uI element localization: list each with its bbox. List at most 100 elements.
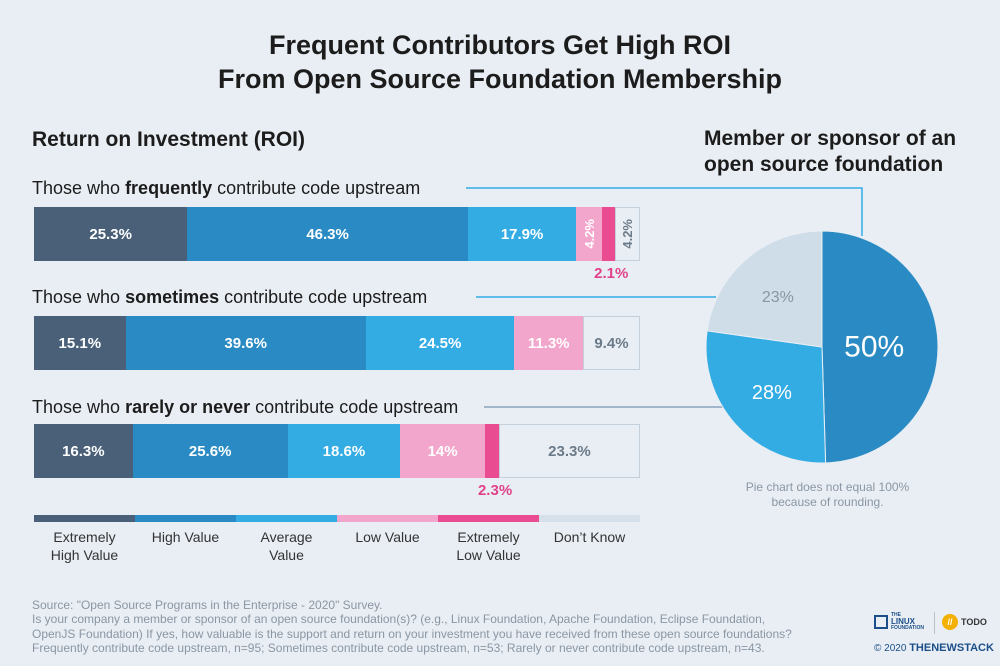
legend-label-line: Low Value xyxy=(456,547,521,563)
pie-title-line2: open source foundation xyxy=(704,153,944,176)
legend-item: Extremely High Value xyxy=(34,515,135,564)
row-label-suffix: contribute code upstream xyxy=(219,287,428,307)
row-label-suffix: contribute code upstream xyxy=(250,397,459,417)
bar-value-label: 39.6% xyxy=(224,334,267,352)
legend-label-line: High Value xyxy=(151,529,220,545)
bar-segment-frequently-2: 17.9% xyxy=(467,207,577,261)
pie-slice-28-label: 28% xyxy=(752,382,792,404)
pie-chart: 50% 28% 23% xyxy=(705,230,939,464)
legend-label-line: Extremely xyxy=(457,529,520,545)
bar-segment-frequently-3: 4.2% xyxy=(576,207,602,261)
bar-segment-frequently-5: 4.2% xyxy=(614,207,640,261)
legend-label-line: High Value xyxy=(50,547,119,563)
legend-swatch xyxy=(34,515,135,522)
bar-rarely: 16.3% 25.6% 18.6% 14% 23.3% xyxy=(34,424,640,478)
legend-item: Low Value xyxy=(337,515,438,546)
linux-foundation-square-icon xyxy=(874,615,888,629)
row-label-suffix: contribute code upstream xyxy=(212,178,421,198)
bar-segment-rarely-5: 23.3% xyxy=(498,424,640,478)
todo-logo-mark: // xyxy=(947,617,953,627)
linux-foundation-logo: THE LINUX FOUNDATION xyxy=(874,612,928,632)
todo-logo-icon: // xyxy=(942,614,958,630)
legend-label-line: Don’t Know xyxy=(553,529,626,545)
pie-slice-50-label: 50% xyxy=(844,331,904,364)
legend-swatch xyxy=(539,515,640,522)
bar-segment-frequently-0: 25.3% xyxy=(34,207,188,261)
logo-separator xyxy=(934,612,935,634)
pie-title-line1: Member or sponsor of an xyxy=(704,127,957,150)
legend-item: High Value xyxy=(135,515,236,546)
bar-value-label: 46.3% xyxy=(306,225,349,243)
footnote-line2: Is your company a member or sponsor of a… xyxy=(32,612,766,627)
bar-value-label: 9.4% xyxy=(594,334,629,352)
pie-note: Pie chart does not equal 100% because of… xyxy=(700,480,955,510)
legend-label-line: Low Value xyxy=(355,529,420,545)
bar-segment-frequently-4 xyxy=(601,207,615,261)
row-label-prefix: Those who xyxy=(32,397,126,417)
roi-section-title: Return on Investment (ROI) xyxy=(32,128,306,151)
bar-segment-rarely-0: 16.3% xyxy=(34,424,133,478)
bar-value-label: 25.6% xyxy=(188,442,232,460)
row-label-frequently: Those who frequently contribute code ups… xyxy=(32,178,420,199)
bar-segment-frequently-1: 46.3% xyxy=(187,207,468,261)
bar-value-label: 14% xyxy=(427,442,458,460)
bar-value-label: 15.1% xyxy=(58,334,102,352)
bar-value-label: 23.3% xyxy=(548,442,591,460)
bar-frequently: 25.3% 46.3% 17.9% 4.2% 4.2% xyxy=(34,207,640,261)
pie-note-line2: because of rounding. xyxy=(771,495,884,509)
bar-value-label-extremely-low: 2.1% xyxy=(594,265,629,282)
footnote-line3: OpenJS Foundation) If yes, how valuable … xyxy=(32,626,792,641)
row-label-rarely: Those who rarely or never contribute cod… xyxy=(32,397,458,418)
legend-swatch xyxy=(337,515,438,522)
legend-label-line: Extremely xyxy=(53,529,116,545)
row-label-emphasis: rarely or never xyxy=(125,397,251,417)
legend-label: Low Value xyxy=(337,528,438,546)
bar-segment-rarely-3: 14% xyxy=(400,424,485,478)
bar-segment-sometimes-5: 9.4% xyxy=(582,316,640,370)
lf-text-line2: LINUX xyxy=(891,617,915,626)
bar-value-label: 16.3% xyxy=(62,442,105,460)
footnote-line1: Source: "Open Source Programs in the Ent… xyxy=(32,598,383,612)
copyright-text: © 2020 xyxy=(874,643,907,654)
legend-label: Extremely High Value xyxy=(34,528,135,564)
legend-item: Extremely Low Value xyxy=(438,515,539,564)
copyright-line: © 2020 THENEWSTACK xyxy=(874,642,994,654)
bar-segment-sometimes-1: 39.6% xyxy=(125,316,366,370)
bar-value-label: 4.2% xyxy=(619,219,635,249)
chart-legend: Extremely High Value High Value Average Valu… xyxy=(34,515,640,575)
chart-title-line2: From Open Source Foundation Membership xyxy=(217,64,783,94)
row-label-prefix: Those who xyxy=(32,178,126,198)
bar-value-label: 4.2% xyxy=(581,219,597,249)
pie-title: Member or sponsor of an open source foun… xyxy=(704,126,984,178)
legend-item: Average Value xyxy=(236,515,337,564)
legend-label: Don’t Know xyxy=(539,528,640,546)
bar-value-label: 18.6% xyxy=(322,442,366,460)
bar-value-label-extremely-low: 2.3% xyxy=(477,482,513,499)
row-label-prefix: Those who xyxy=(32,287,126,307)
legend-label: Average Value xyxy=(236,528,337,564)
source-footnote: Source: "Open Source Programs in the Ent… xyxy=(32,598,842,655)
bar-segment-rarely-2: 18.6% xyxy=(287,424,401,478)
chart-title-line1: Frequent Contributors Get High ROI xyxy=(269,30,731,60)
lf-text-line1: THE xyxy=(891,612,901,618)
bar-value-label: 17.9% xyxy=(500,225,544,243)
pie-note-line1: Pie chart does not equal 100% xyxy=(745,480,910,494)
legend-item: Don’t Know xyxy=(539,515,640,546)
legend-label-line: Value xyxy=(269,547,304,563)
pie-slice-28 xyxy=(705,330,827,464)
connector-line-frequently xyxy=(466,187,863,236)
footnote-line4: Frequently contribute code upstream, n=9… xyxy=(32,640,765,655)
pie-slice-23-label: 23% xyxy=(762,289,794,306)
bar-segment-sometimes-2: 24.5% xyxy=(365,316,515,370)
pie-slice-50 xyxy=(821,230,939,464)
row-label-sometimes: Those who sometimes contribute code upst… xyxy=(32,287,427,308)
bar-value-label: 11.3% xyxy=(527,334,570,352)
chart-title: Frequent Contributors Get High ROI From … xyxy=(0,28,1000,96)
lf-text-line3: FOUNDATION xyxy=(891,625,924,631)
row-label-emphasis: sometimes xyxy=(125,287,220,307)
bar-value-label: 24.5% xyxy=(418,334,462,352)
publisher-logos: THE LINUX FOUNDATION // TODO © 2020 THEN… xyxy=(874,612,994,656)
row-label-emphasis: frequently xyxy=(125,178,213,198)
bar-segment-sometimes-0: 15.1% xyxy=(34,316,126,370)
